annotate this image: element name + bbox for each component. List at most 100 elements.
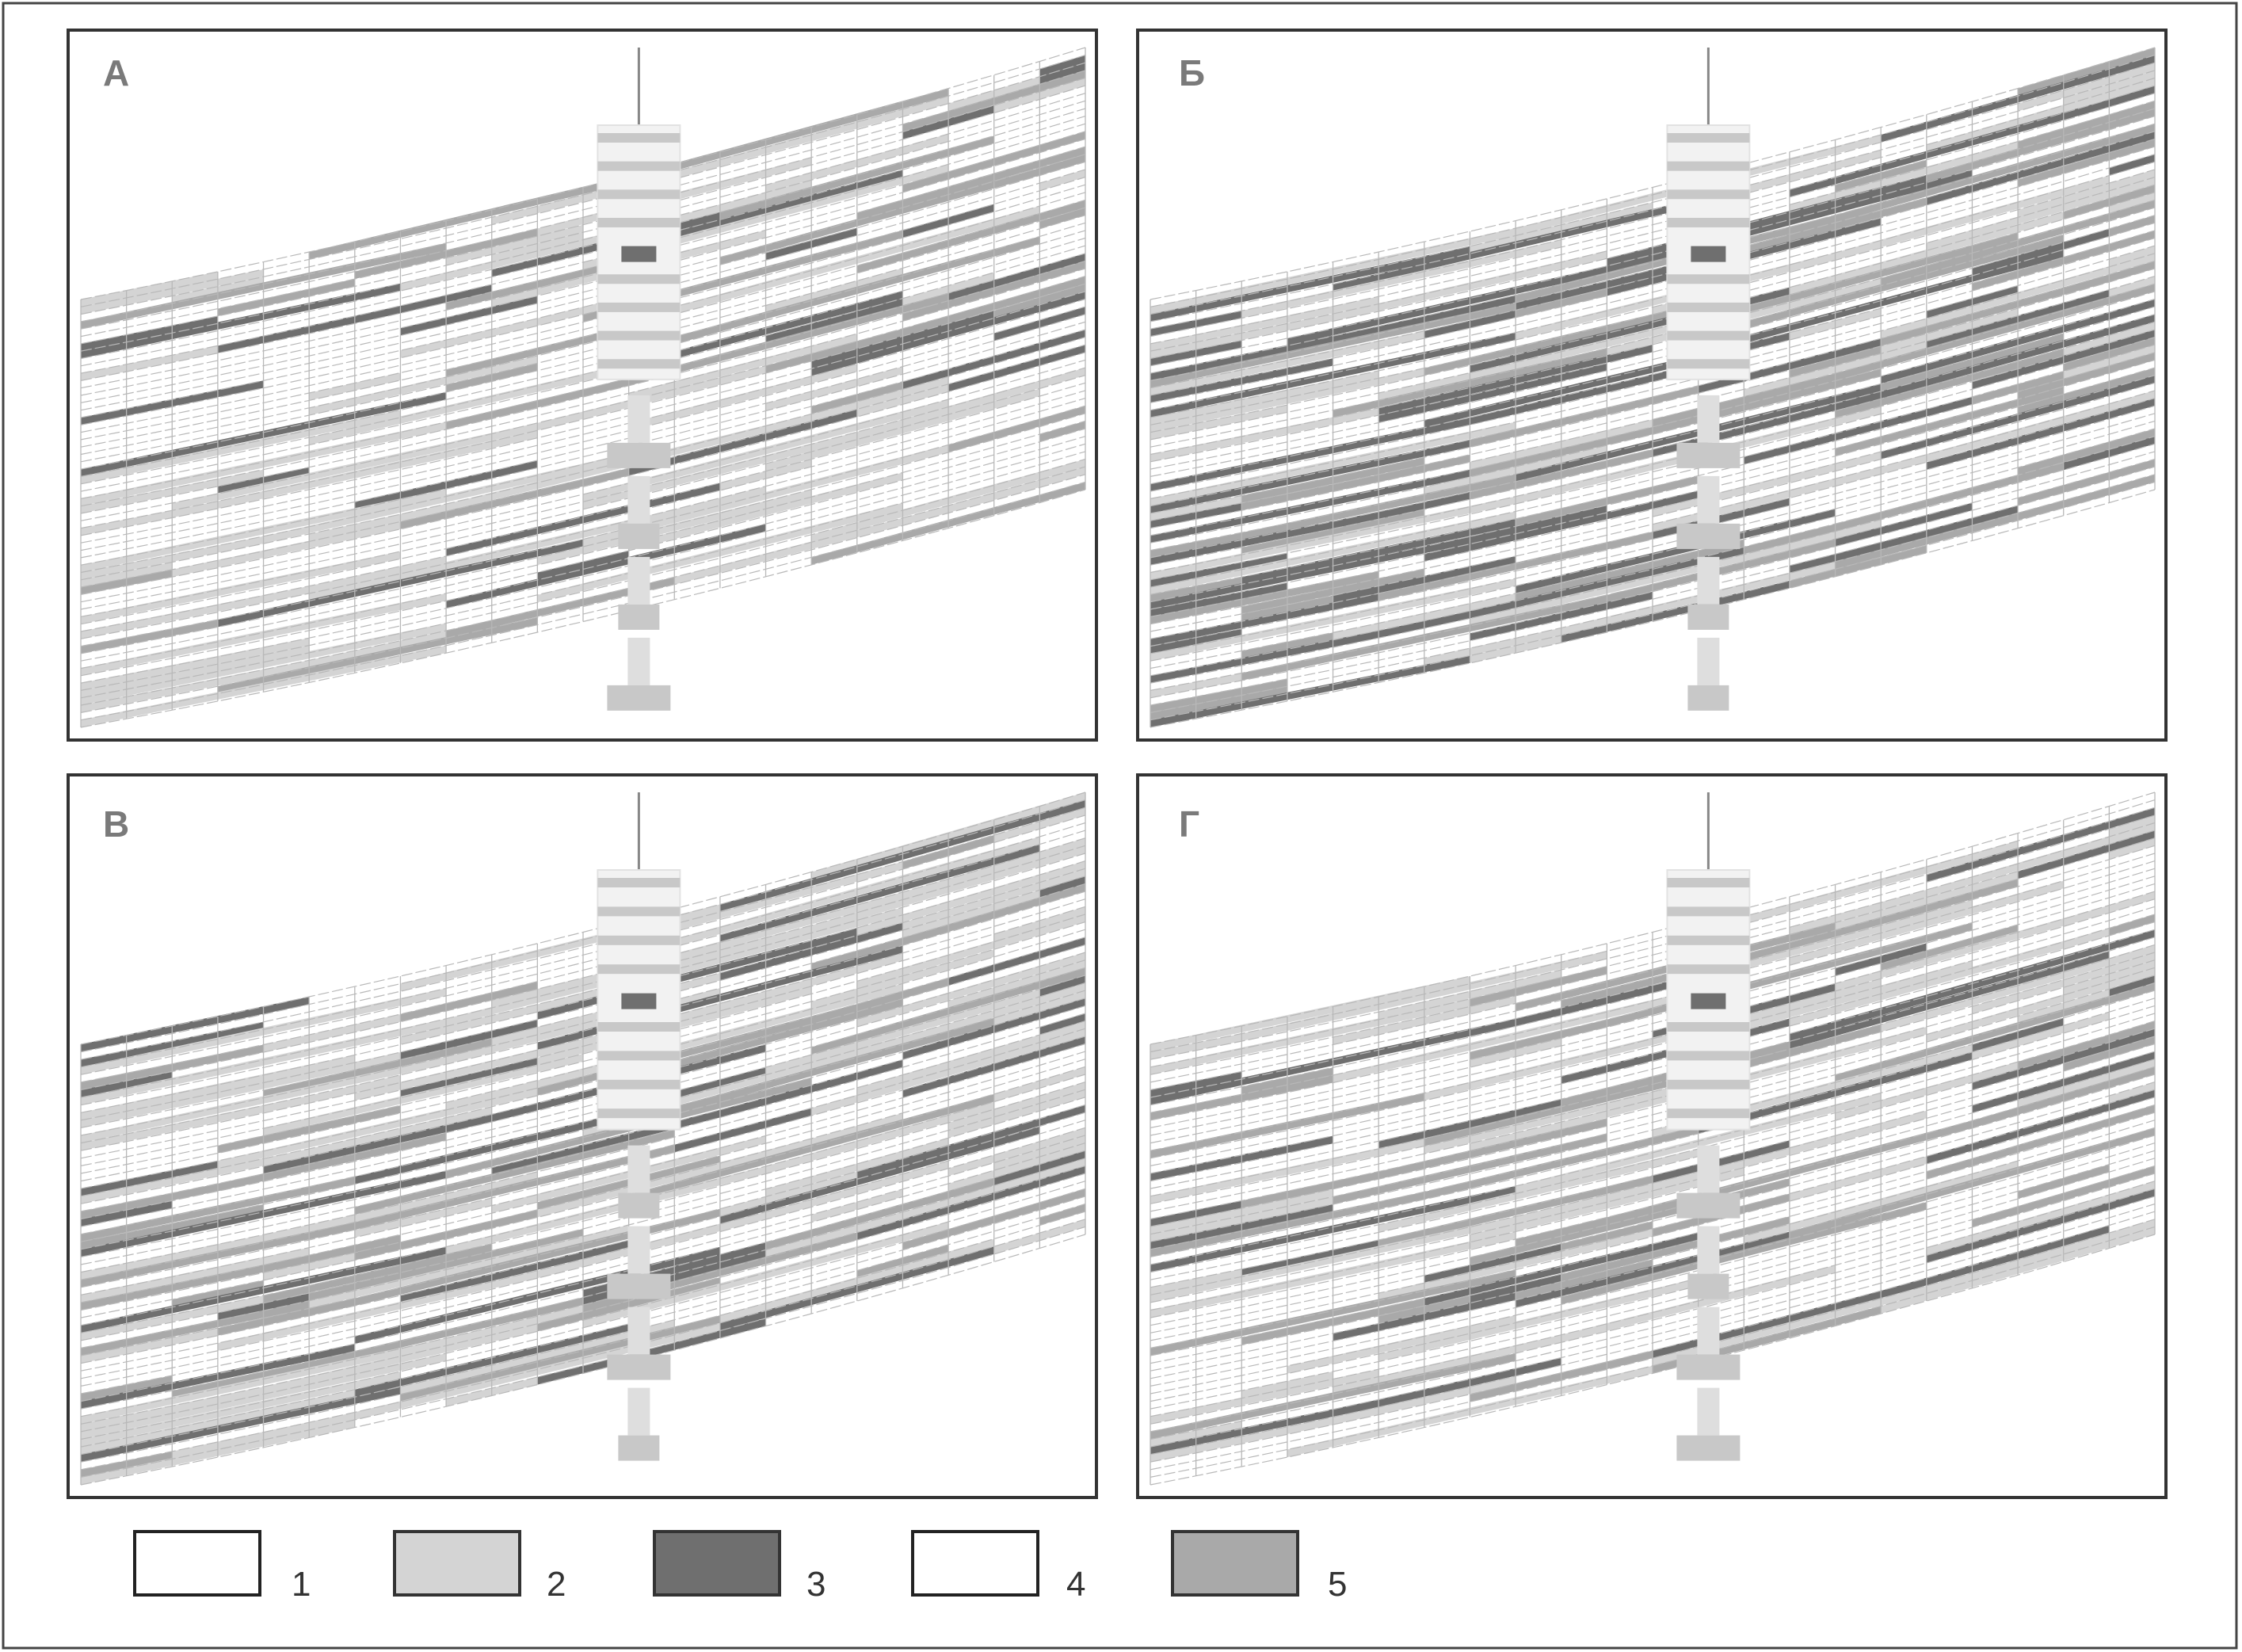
well-log-segment	[618, 1435, 660, 1461]
stratum-bed	[1926, 1089, 2155, 1165]
stratum-bed	[309, 175, 629, 260]
well-log-segment	[607, 685, 671, 711]
stratum-bed	[2018, 48, 2155, 97]
stratum-bed	[856, 1166, 1085, 1241]
well-log-segment	[627, 395, 650, 443]
stratum-bed	[1241, 1239, 1379, 1277]
well-log-band	[597, 1108, 681, 1119]
stratum-bed	[81, 1328, 218, 1364]
grid-line-horizontal	[80, 1234, 1086, 1486]
stratum-bed	[2018, 169, 2155, 218]
stratum-bed	[2109, 86, 2155, 108]
stratum-bed	[217, 1132, 447, 1192]
stratum-bed	[1378, 1118, 1607, 1180]
well-log-band	[1667, 1022, 1750, 1032]
stratum-bed	[81, 645, 310, 698]
stratum-bed	[1150, 630, 1379, 684]
stratum-bed	[1424, 1015, 1744, 1101]
well-log-band	[597, 964, 681, 975]
stratum-bed	[81, 1247, 310, 1303]
stratum-bed	[217, 1298, 355, 1336]
stratum-bed	[1926, 967, 2155, 1043]
stratum-bed	[81, 283, 401, 359]
stratum-bed	[948, 253, 1085, 301]
legend-label-1: 1	[292, 1565, 311, 1604]
stratum-bed	[1039, 154, 1085, 176]
stratum-bed	[1470, 966, 1607, 1007]
well-log-band	[1667, 1108, 1750, 1119]
stratum-bed	[81, 551, 401, 624]
stratum-bed	[81, 620, 218, 654]
well-log-band	[1667, 189, 1750, 200]
stratum-bed	[2018, 139, 2155, 188]
stratum-bed	[1789, 1156, 1927, 1202]
stratum-bed	[1039, 876, 1085, 898]
stratum-bed	[628, 334, 857, 401]
stratum-bed	[2018, 63, 2155, 112]
stratum-bed	[309, 1225, 629, 1309]
stratum-bed	[2109, 914, 2155, 937]
stratum-bed	[1744, 979, 1882, 1024]
stratum-bed	[628, 293, 949, 386]
stratum-bed	[628, 364, 857, 431]
stratum-bed	[2109, 837, 2155, 860]
stratum-bed	[1378, 295, 1516, 334]
stratum-bed	[719, 167, 1040, 265]
stratum-bed	[1470, 1019, 1607, 1060]
stratum-bed	[1039, 421, 1085, 442]
panel-a-well	[597, 48, 681, 711]
stratum-bed	[628, 409, 857, 476]
stratum-bed	[1150, 405, 1287, 440]
stratum-bed	[1789, 545, 1927, 589]
stratum-bed	[948, 960, 1085, 1009]
stratum-bed	[400, 296, 538, 336]
stratum-bed	[1150, 975, 1470, 1052]
stratum-bed	[2109, 975, 2155, 997]
stratum-bed	[1241, 475, 1379, 511]
stratum-bed	[446, 577, 675, 639]
well-log-band	[597, 274, 681, 284]
stratum-bed	[674, 1108, 812, 1153]
well-log-band	[597, 906, 681, 917]
well-log-band	[597, 359, 681, 369]
stratum-bed	[628, 88, 949, 184]
stratum-bed	[81, 586, 310, 639]
legend-swatch-2	[393, 1530, 521, 1597]
panel-b-strata	[1150, 47, 2156, 728]
legend: 1 2 3 4 5	[133, 1530, 1347, 1604]
stratum-bed	[1835, 500, 2064, 570]
stratum-bed	[1835, 386, 2064, 456]
stratum-bed	[172, 1361, 310, 1398]
legend-label-2: 2	[547, 1565, 566, 1604]
stratum-bed	[1039, 1021, 1085, 1043]
legend-label-4: 4	[1066, 1565, 1085, 1604]
stratum-bed	[446, 524, 766, 609]
stratum-bed	[1378, 363, 1607, 423]
stratum-bed	[491, 1004, 629, 1047]
legend-swatch-5	[1171, 1530, 1299, 1597]
stratum-bed	[1926, 108, 2155, 183]
well-log-band	[597, 161, 681, 171]
stratum-bed	[2018, 101, 2155, 150]
legend-label-5: 5	[1328, 1565, 1347, 1604]
well-log-band	[1667, 1051, 1750, 1061]
well-log-band	[1667, 133, 1750, 143]
stratum-bed	[1926, 807, 2155, 883]
stratum-bed	[948, 1082, 1085, 1131]
stratum-bed	[1835, 462, 2064, 532]
stratum-bed	[1039, 1013, 1085, 1036]
well-log-segment	[618, 523, 660, 549]
stratum-bed	[856, 952, 1085, 1028]
stratum-bed	[1835, 502, 1973, 547]
stratum-bed	[1287, 1315, 1516, 1374]
stratum-bed	[217, 430, 538, 509]
stratum-bed	[400, 467, 629, 529]
stratum-bed	[1789, 890, 1927, 935]
well-log-segment	[627, 1226, 650, 1274]
stratum-bed	[263, 1054, 583, 1136]
stratum-bed	[1607, 539, 1836, 603]
legend-swatch-1	[133, 1530, 261, 1597]
legend-swatch-3	[653, 1530, 781, 1597]
stratum-bed	[1470, 385, 1699, 448]
stratum-bed	[2109, 276, 2155, 298]
